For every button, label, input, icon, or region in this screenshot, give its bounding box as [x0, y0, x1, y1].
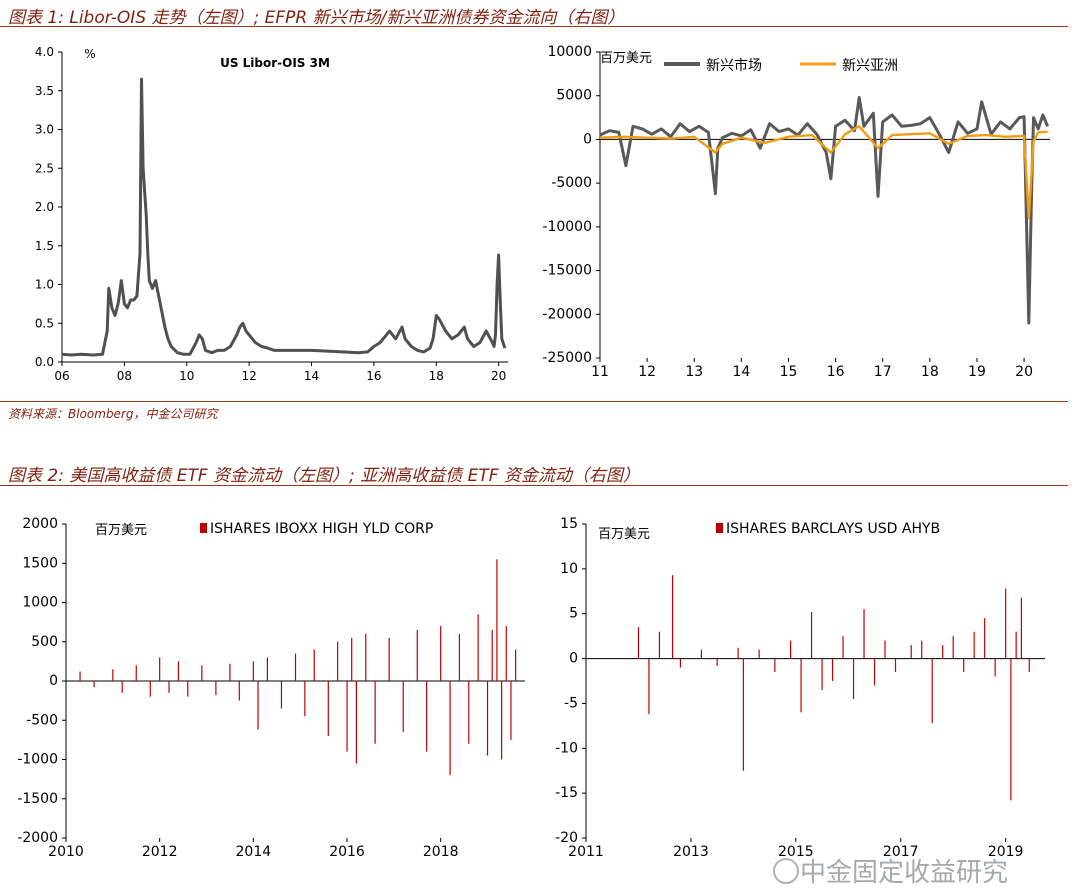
wechat-icon — [773, 858, 799, 884]
y-tick-label: 2.0 — [35, 200, 54, 214]
legend-swatch — [200, 523, 207, 533]
y-unit-label: 百万美元 — [95, 523, 147, 538]
x-tick-label: 2012 — [142, 844, 178, 860]
y-tick-label: 0.5 — [35, 316, 54, 330]
x-tick-label: 2015 — [778, 844, 814, 860]
y-tick-label: -1000 — [17, 752, 58, 768]
x-tick-label: 2019 — [988, 844, 1024, 860]
y-tick-label: 500 — [31, 634, 58, 650]
x-tick-label: 12 — [241, 369, 256, 383]
x-tick-label: 2010 — [48, 844, 84, 860]
y-tick-label: 4.0 — [35, 45, 54, 59]
y-tick-label: 1.5 — [35, 239, 54, 253]
series-line-0 — [61, 77, 507, 357]
y-tick-label: -500 — [26, 712, 58, 728]
x-tick-label: 18 — [921, 364, 939, 380]
x-tick-label: 2018 — [423, 844, 459, 860]
legend-swatch — [716, 523, 723, 533]
y-tick-label: -10 — [555, 740, 578, 756]
x-tick-label: 20 — [1015, 364, 1033, 380]
y-tick-label: 1000 — [22, 595, 58, 611]
x-tick-label: 2013 — [673, 844, 709, 860]
efpr-flows-chart: -25000 -20000 -15000 -10000 -5000 0 5000 10000 1… — [542, 44, 1050, 380]
libor-ois-chart: 0.0 0.5 1.0 1.5 2.0 2.5 3.0 3.5 4.0 06 08 10 12 14 16 1… — [35, 45, 508, 383]
y-unit-label: 百万美元 — [598, 527, 650, 542]
figure1-bottom-divider — [0, 401, 1068, 402]
x-tick-label: 14 — [304, 369, 319, 383]
x-tick-label: 16 — [366, 369, 381, 383]
y-tick-label: -10000 — [542, 219, 592, 235]
figure1-title: 图表 1: Libor-OIS 走势（左图）; EFPR 新兴市场/新兴亚洲债券… — [8, 8, 625, 28]
x-tick-label: 10 — [179, 369, 194, 383]
y-tick-label: 0.0 — [35, 355, 54, 369]
y-tick-label: -15000 — [542, 263, 592, 279]
x-tick-label: 14 — [732, 364, 750, 380]
y-tick-label: 0 — [569, 651, 578, 667]
x-tick-label: 20 — [491, 369, 506, 383]
legend-label-0: 新兴市场 — [706, 57, 762, 74]
y-tick-label: -20000 — [542, 306, 592, 322]
x-tick-label: 2016 — [329, 844, 365, 860]
y-tick-label: 10 — [560, 561, 578, 577]
y-tick-label: -15 — [555, 785, 578, 801]
x-tick-label: 06 — [54, 369, 69, 383]
y-tick-label: -25000 — [542, 350, 592, 366]
x-tick-label: 08 — [117, 369, 132, 383]
x-tick-label: 2014 — [236, 844, 272, 860]
x-tick-label: 15 — [780, 364, 798, 380]
x-tick-label: 16 — [827, 364, 845, 380]
y-tick-label: -2000 — [17, 830, 58, 846]
y-tick-label: 15 — [560, 516, 578, 532]
x-tick-label: 11 — [591, 364, 609, 380]
legend-label: ISHARES IBOXX HIGH YLD CORP — [210, 521, 433, 537]
series-line-1 — [599, 125, 1048, 220]
figure2-divider — [0, 485, 1068, 486]
x-tick-label: 2017 — [883, 844, 919, 860]
y-tick-label: -1500 — [17, 791, 58, 807]
y-unit-label: 百万美元 — [600, 51, 652, 66]
y-tick-label: 0 — [49, 673, 58, 689]
y-tick-label: -5000 — [551, 175, 592, 191]
x-tick-label: 19 — [968, 364, 986, 380]
y-tick-label: 3.5 — [35, 84, 54, 98]
y-tick-label: 0 — [583, 131, 592, 147]
y-unit-label: % — [84, 47, 95, 61]
y-tick-label: 1.0 — [35, 278, 54, 292]
asia-hy-etf-chart: -20 -15 -10 -5 0 5 10 15 2011 2013 2015 2017 2019 百万美… — [555, 516, 1045, 860]
x-tick-label: 18 — [429, 369, 444, 383]
watermark: 中金固定收益研究 — [800, 858, 1009, 888]
x-tick-label: 2011 — [568, 844, 604, 860]
y-tick-label: 10000 — [547, 44, 592, 60]
y-tick-label: 2.5 — [35, 161, 54, 175]
y-tick-label: -20 — [555, 830, 578, 846]
y-tick-label: 2000 — [22, 516, 58, 532]
legend-label: ISHARES BARCLAYS USD AHYB — [726, 521, 940, 537]
x-tick-label: 12 — [638, 364, 656, 380]
y-tick-label: -5 — [564, 695, 578, 711]
y-tick-label: 5 — [569, 606, 578, 622]
series-line-0 — [599, 96, 1049, 325]
y-tick-label: 5000 — [556, 88, 592, 104]
figure1-divider — [0, 26, 1068, 27]
x-tick-label: 13 — [685, 364, 703, 380]
chart-title: US Libor-OIS 3M — [220, 56, 330, 70]
legend-label-1: 新兴亚洲 — [842, 58, 898, 74]
y-tick-label: 1500 — [22, 555, 58, 571]
figure2-title: 图表 2: 美国高收益债 ETF 资金流动（左图）; 亚洲高收益债 ETF 资金… — [8, 466, 640, 486]
x-tick-label: 17 — [874, 364, 892, 380]
us-hy-etf-chart: -2000 -1500 -1000 -500 0 500 1000 1500 2000 2010 2… — [17, 516, 525, 860]
figure1-source: 资料来源：Bloomberg，中金公司研究 — [8, 407, 218, 421]
y-tick-label: 3.0 — [35, 123, 54, 137]
